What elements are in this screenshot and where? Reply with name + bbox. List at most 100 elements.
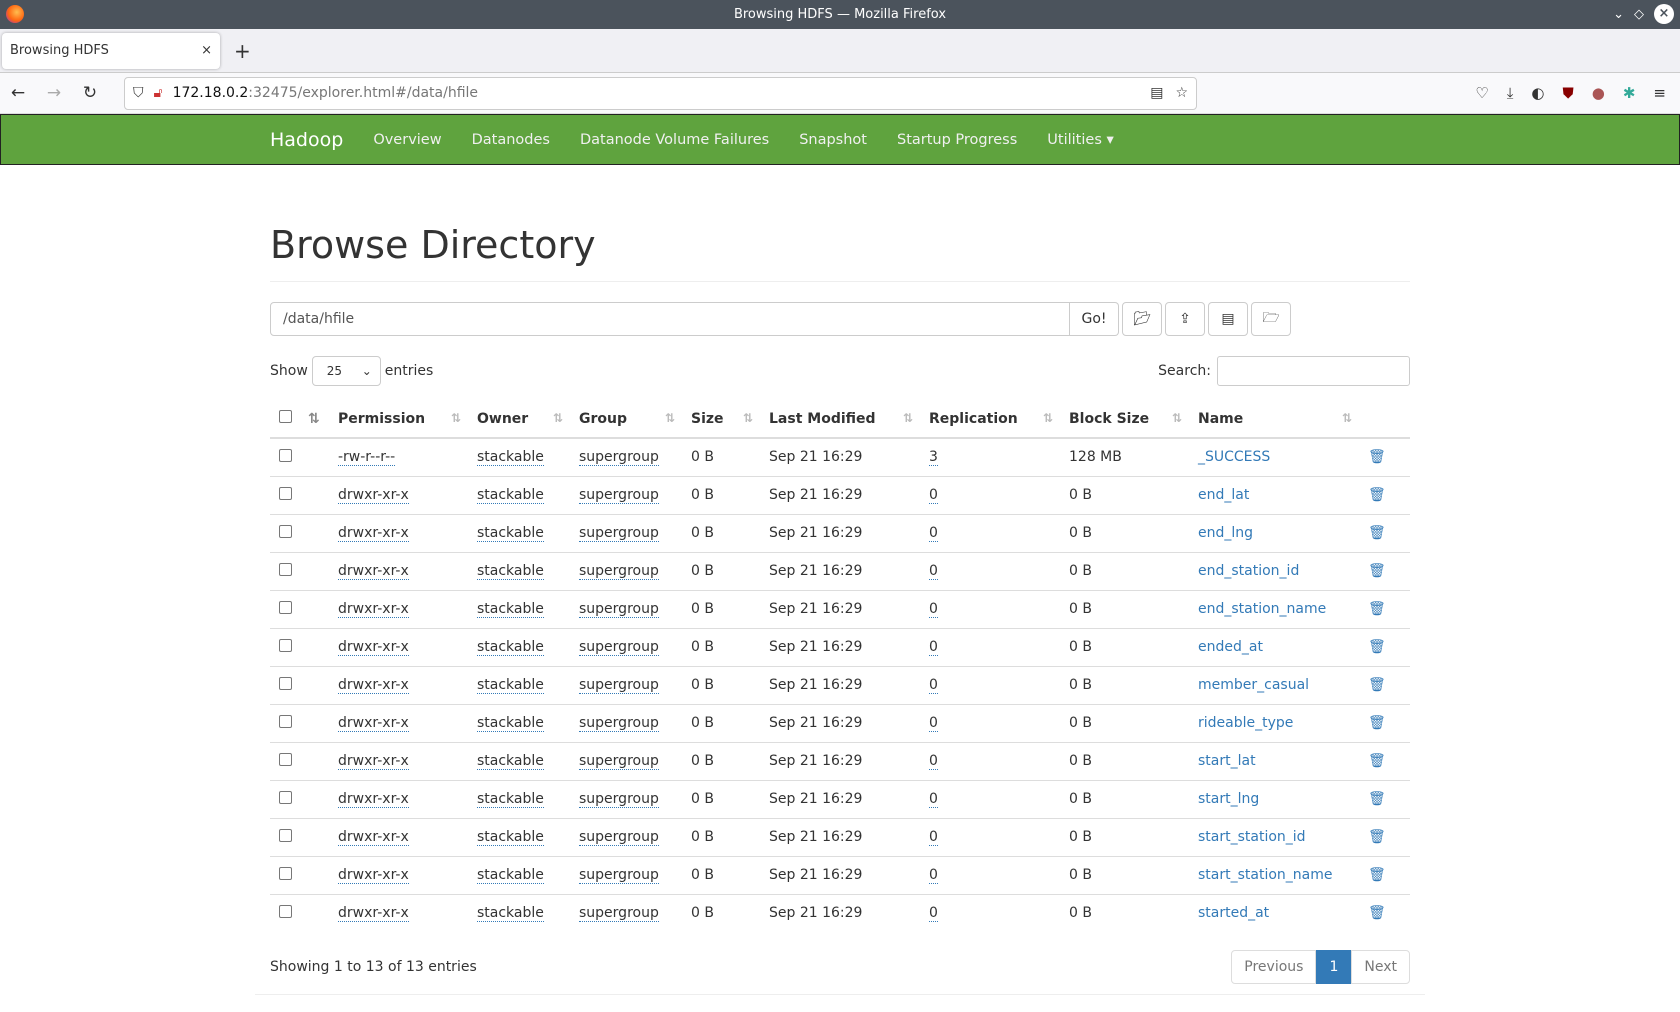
nav-utilities-dropdown[interactable]: Utilities ▾	[1047, 131, 1114, 148]
file-name-link[interactable]: start_station_id	[1198, 829, 1306, 845]
group[interactable]: supergroup	[579, 753, 659, 770]
replication[interactable]: 0	[929, 487, 938, 504]
replication[interactable]: 0	[929, 715, 938, 732]
group[interactable]: supergroup	[579, 715, 659, 732]
owner[interactable]: stackable	[477, 791, 544, 808]
sort-icon[interactable]: ⇅	[1042, 411, 1053, 425]
row-checkbox[interactable]	[279, 486, 292, 500]
owner[interactable]: stackable	[477, 639, 544, 656]
row-select[interactable]	[270, 817, 302, 856]
trash-icon[interactable]: 🗑︎	[1368, 525, 1386, 541]
owner[interactable]: stackable	[477, 525, 544, 542]
tab-close-icon[interactable]: ×	[201, 43, 212, 58]
row-checkbox[interactable]	[279, 562, 292, 576]
trash-icon[interactable]: 🗑︎	[1368, 487, 1386, 503]
group[interactable]: supergroup	[579, 829, 659, 846]
column-header-replication[interactable]: Replication ⇅	[923, 400, 1063, 439]
owner[interactable]: stackable	[477, 487, 544, 504]
permission[interactable]: drwxr-xr-x	[338, 791, 409, 808]
row-checkbox[interactable]	[279, 752, 292, 766]
file-name-link[interactable]: started_at	[1198, 905, 1270, 922]
nav-datanodes[interactable]: Datanodes	[471, 131, 550, 148]
row-select[interactable]	[270, 589, 302, 628]
select-all-header[interactable]	[270, 400, 302, 439]
replication[interactable]: 0	[929, 525, 938, 542]
owner[interactable]: stackable	[477, 601, 544, 618]
owner[interactable]: stackable	[477, 867, 544, 884]
permission[interactable]: drwxr-xr-x	[338, 829, 409, 846]
group[interactable]: supergroup	[579, 677, 659, 694]
group[interactable]: supergroup	[579, 563, 659, 580]
trash-icon[interactable]: 🗑︎	[1368, 601, 1386, 617]
maximize-icon[interactable]: ◇	[1634, 6, 1644, 22]
row-checkbox[interactable]	[279, 448, 292, 462]
row-checkbox[interactable]	[279, 600, 292, 614]
permission[interactable]: drwxr-xr-x	[338, 753, 409, 770]
replication[interactable]: 0	[929, 601, 938, 618]
file-name-link[interactable]: member_casual	[1198, 677, 1310, 693]
row-select[interactable]	[270, 551, 302, 590]
select-all-checkbox[interactable]	[279, 410, 292, 423]
file-name-link[interactable]: start_station_name	[1198, 867, 1333, 883]
column-header-group[interactable]: Group ⇅	[573, 400, 685, 439]
replication[interactable]: 0	[929, 639, 938, 656]
row-checkbox[interactable]	[279, 524, 292, 538]
permission[interactable]: drwxr-xr-x	[338, 563, 409, 580]
replication[interactable]: 0	[929, 867, 938, 884]
nav-overview[interactable]: Overview	[373, 131, 442, 148]
file-name-link[interactable]: _SUCCESS	[1198, 449, 1271, 466]
row-select[interactable]	[270, 779, 302, 818]
nav-volume-failures[interactable]: Datanode Volume Failures	[579, 131, 770, 148]
column-header-last-modified[interactable]: Last Modified ⇅	[763, 400, 923, 439]
permission[interactable]: drwxr-xr-x	[338, 867, 409, 884]
row-select[interactable]	[270, 893, 302, 932]
permission[interactable]: drwxr-xr-x	[338, 487, 409, 504]
column-header-block-size[interactable]: Block Size ⇅	[1063, 400, 1192, 439]
row-select[interactable]	[270, 437, 302, 476]
owner[interactable]: stackable	[477, 829, 544, 846]
permission[interactable]: drwxr-xr-x	[338, 601, 409, 618]
row-checkbox[interactable]	[279, 714, 292, 728]
trash-icon[interactable]: 🗑︎	[1368, 715, 1386, 731]
brand-link[interactable]: Hadoop	[270, 128, 344, 151]
search-input[interactable]	[1217, 356, 1410, 386]
sort-icon[interactable]: ⇅	[1171, 411, 1182, 425]
column-header-permission[interactable]: Permission ⇅	[332, 400, 471, 439]
row-select[interactable]	[270, 513, 302, 552]
row-select[interactable]	[270, 665, 302, 704]
file-name-link[interactable]: rideable_type	[1198, 715, 1294, 731]
group[interactable]: supergroup	[579, 639, 659, 656]
sort-icon[interactable]: ⇅	[902, 411, 913, 425]
group[interactable]: supergroup	[579, 449, 659, 467]
replication[interactable]: 0	[929, 677, 938, 694]
ublock-icon[interactable]: ⛊	[1562, 84, 1574, 102]
bookmark-star-icon[interactable]: ☆	[1175, 85, 1188, 101]
group[interactable]: supergroup	[579, 791, 659, 808]
new-tab-button[interactable]: +	[234, 38, 251, 63]
color-extension-icon[interactable]: ✱	[1622, 84, 1636, 102]
extension-icon[interactable]: ◐	[1531, 84, 1545, 102]
forward-icon[interactable]: →	[46, 83, 62, 103]
row-select[interactable]	[270, 703, 302, 742]
cookie-extension-icon[interactable]: ●	[1591, 84, 1605, 102]
trash-icon[interactable]: 🗑︎	[1368, 563, 1386, 579]
row-checkbox[interactable]	[279, 866, 292, 880]
row-checkbox[interactable]	[279, 638, 292, 652]
previous-button[interactable]: Previous	[1231, 950, 1317, 984]
back-icon[interactable]: ←	[10, 83, 26, 103]
group[interactable]: supergroup	[579, 867, 659, 884]
row-select[interactable]	[270, 475, 302, 514]
owner[interactable]: stackable	[477, 905, 544, 923]
group[interactable]: supergroup	[579, 601, 659, 618]
trash-icon[interactable]: 🗑︎	[1368, 677, 1386, 693]
entries-select[interactable]: 25 ⌄	[311, 356, 381, 386]
permission[interactable]: drwxr-xr-x	[338, 677, 409, 694]
download-icon[interactable]: ⤓	[1506, 84, 1514, 102]
permission[interactable]: drwxr-xr-x	[338, 525, 409, 542]
trash-icon[interactable]: 🗑︎	[1368, 753, 1386, 769]
move-button[interactable]: 🗁︎	[1251, 302, 1291, 336]
group[interactable]: supergroup	[579, 905, 659, 923]
column-header-name[interactable]: Name ⇅	[1192, 400, 1362, 439]
trash-icon[interactable]: 🗑︎	[1368, 449, 1386, 466]
row-checkbox[interactable]	[279, 828, 292, 842]
